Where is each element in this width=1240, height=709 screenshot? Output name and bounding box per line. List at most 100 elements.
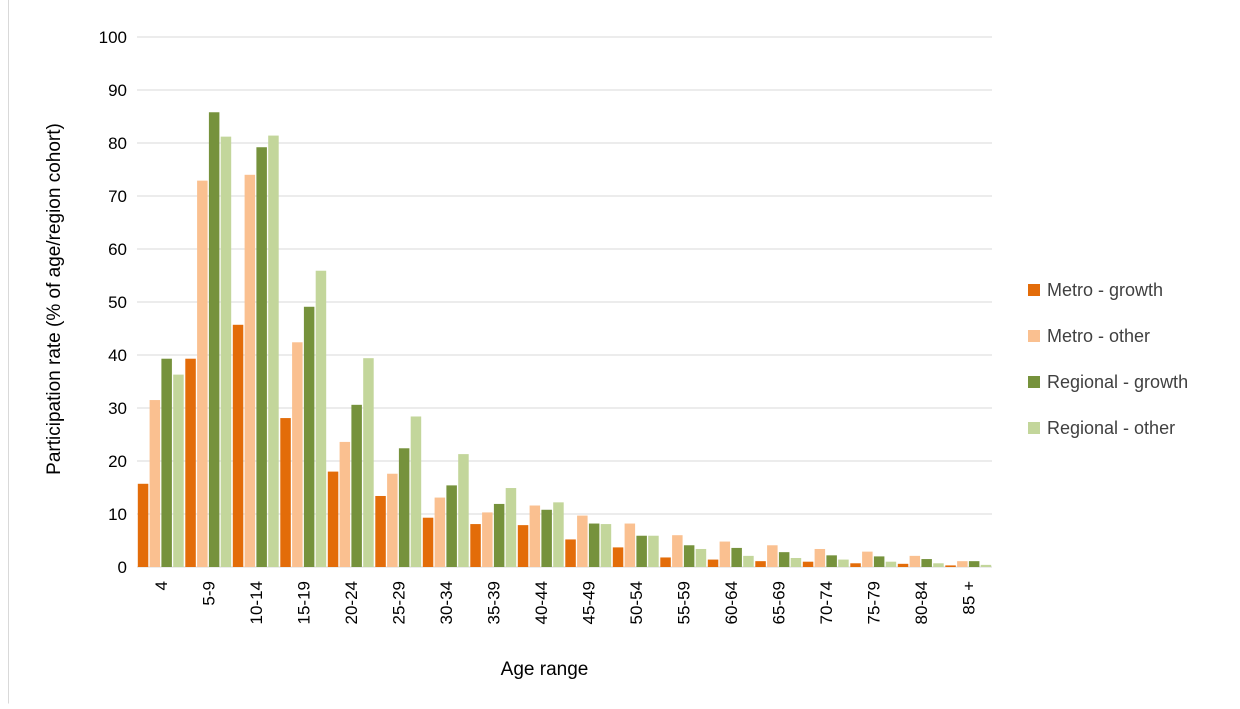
bar-regional-growth-1014: [256, 147, 267, 568]
x-tick-label: 65-69: [769, 581, 788, 624]
bar-metro-growth-4: [137, 483, 149, 567]
x-tick-label: 70-74: [817, 581, 836, 624]
bar-regional-other-5559: [695, 548, 707, 567]
legend-swatch: [1028, 422, 1040, 434]
bar-regional-growth-3034: [446, 485, 457, 567]
bar-chart: 0 10 20 30 40 50 60 70 80 90 100 4 5-9 10-14 15-19 20-…: [44, 28, 1188, 680]
bar-metro-other-8084: [909, 555, 921, 567]
bar-regional-growth-5054: [636, 535, 647, 567]
legend-swatch: [1028, 376, 1040, 388]
bar-regional-growth-4044: [541, 509, 552, 567]
bar-regional-growth-2529: [398, 448, 410, 567]
bar-regional-other-3539: [505, 488, 517, 567]
bar-metro-other-5054: [624, 523, 636, 567]
bar-metro-growth-59: [185, 358, 196, 567]
bar-regional-growth-6064: [731, 547, 742, 567]
bar-regional-other-8084: [933, 563, 944, 567]
bar-metro-other-1014: [244, 174, 256, 568]
y-tick-label: 70: [108, 187, 127, 206]
bar-regional-growth-5559: [683, 545, 695, 567]
x-tick-label: 35-39: [484, 581, 503, 624]
y-tick-label: 100: [99, 28, 127, 47]
bar-regional-other-1519: [315, 270, 327, 567]
bar-regional-growth-8084: [921, 559, 932, 567]
bar-regional-growth-7579: [873, 556, 885, 567]
bar-metro-growth-6569: [755, 561, 766, 567]
bar-regional-growth-1519: [303, 306, 315, 567]
legend-label: Metro - growth: [1047, 280, 1163, 300]
bar-regional-other-5054: [648, 535, 659, 567]
bar-metro-growth-6064: [707, 559, 719, 567]
y-tick-label: 60: [108, 240, 127, 259]
legend-swatch: [1028, 330, 1040, 342]
bar-metro-other-4044: [529, 505, 541, 567]
bar-regional-other-2529: [410, 416, 422, 567]
bar-metro-other-2529: [387, 473, 398, 567]
bar-regional-growth-59: [208, 112, 220, 567]
legend-label: Regional - growth: [1047, 372, 1188, 392]
bar-metro-growth-1014: [232, 324, 244, 567]
bar-metro-growth-2529: [375, 495, 386, 567]
bar-regional-other-4: [173, 374, 184, 567]
bar-regional-other-4044: [553, 502, 564, 567]
bar-metro-other-7074: [814, 548, 826, 567]
bar-regional-other-3034: [458, 454, 469, 567]
bar-metro-other-6064: [719, 541, 731, 567]
bar-regional-other-7074: [838, 559, 849, 567]
legend: Metro - growth Metro - other Regional - gr…: [1028, 280, 1188, 438]
y-tick-label: 10: [108, 505, 127, 524]
bar-metro-other-5559: [672, 535, 683, 567]
bar-regional-other-59: [220, 136, 232, 567]
bar-metro-other-7579: [862, 551, 873, 567]
x-tick-label: 40-44: [532, 581, 551, 624]
bar-regional-other-1014: [268, 135, 279, 567]
y-tick-label: 90: [108, 81, 127, 100]
x-tick-label: 15-19: [294, 581, 313, 624]
bar-metro-other-1519: [292, 342, 303, 567]
legend-label: Regional - other: [1047, 418, 1175, 438]
legend-label: Metro - other: [1047, 326, 1150, 346]
x-axis-ticks: 4 5-9 10-14 15-19 20-24 25-29 30-34 35-39 40-44 4…: [152, 581, 979, 625]
y-axis-ticks: 0 10 20 30 40 50 60 70 80 90 100: [99, 28, 127, 577]
bar-regional-other-2024: [363, 358, 374, 567]
y-tick-label: 40: [108, 346, 127, 365]
bar-metro-other-6569: [767, 545, 778, 567]
bar-regional-growth-85: [968, 561, 980, 567]
x-tick-label: 45-49: [579, 581, 598, 624]
bar-regional-growth-6569: [778, 552, 790, 567]
bar-regional-other-4549: [600, 524, 612, 567]
x-tick-label: 60-64: [722, 581, 741, 624]
bar-metro-other-3539: [482, 512, 493, 567]
bar-metro-growth-3034: [422, 517, 434, 567]
legend-swatch: [1028, 284, 1040, 296]
x-tick-label: 10-14: [247, 581, 266, 624]
bar-metro-growth-7579: [850, 563, 861, 567]
x-tick-label: 50-54: [627, 581, 646, 624]
bar-regional-other-6569: [790, 557, 802, 567]
chart-frame: 0 10 20 30 40 50 60 70 80 90 100 4 5-9 10-14 15-19 20-…: [8, 0, 1236, 704]
bar-metro-growth-4549: [565, 539, 576, 567]
bar-metro-other-59: [197, 180, 208, 567]
y-axis-title: Participation rate (% of age/region coho…: [44, 123, 65, 475]
bar-metro-other-85: [957, 561, 968, 567]
y-tick-label: 80: [108, 134, 127, 153]
bar-metro-growth-5054: [612, 547, 624, 567]
bar-metro-growth-4044: [517, 525, 529, 567]
x-tick-label: 20-24: [342, 581, 361, 624]
bar-metro-other-4549: [577, 515, 588, 567]
bar-regional-other-6064: [743, 555, 754, 567]
x-tick-label: 30-34: [437, 581, 456, 624]
bars: [137, 112, 992, 568]
bar-metro-other-3034: [434, 497, 446, 567]
x-tick-label: 25-29: [389, 581, 408, 624]
x-tick-label: 85 +: [959, 581, 978, 615]
x-tick-label: 4: [152, 581, 171, 590]
bar-regional-growth-3539: [493, 503, 505, 567]
bar-regional-other-7579: [885, 561, 897, 567]
x-tick-label: 55-59: [674, 581, 693, 624]
y-tick-label: 30: [108, 399, 127, 418]
x-tick-label: 80-84: [912, 581, 931, 624]
y-tick-label: 20: [108, 452, 127, 471]
bar-metro-growth-3539: [470, 524, 481, 567]
y-tick-label: 0: [118, 558, 127, 577]
